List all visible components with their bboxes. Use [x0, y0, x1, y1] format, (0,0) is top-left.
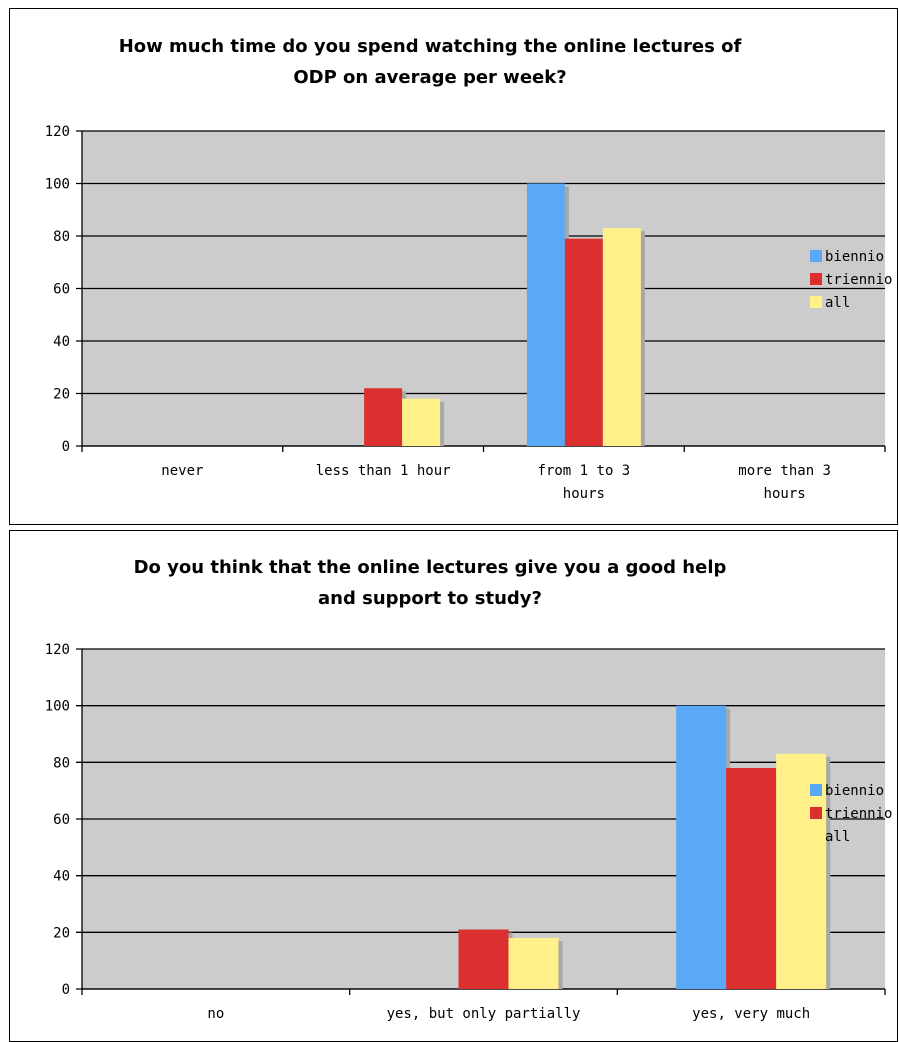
legend-label-biennio: biennio — [825, 249, 884, 265]
bar-triennio — [564, 238, 603, 446]
category-label: more than 3 — [738, 463, 831, 479]
legend: biennio triennio all — [810, 783, 892, 845]
bar-all — [602, 228, 641, 446]
bar-chart-time-spent: How much time do you spend watching the … — [45, 36, 893, 502]
y-tick-label: 120 — [45, 642, 70, 658]
legend-swatch-all — [810, 830, 822, 842]
legend-label-all: all — [825, 295, 850, 311]
category-label: yes, but only partially — [387, 1006, 581, 1022]
category-label: never — [161, 463, 203, 479]
chart-title: Do you think that the online lectures gi… — [134, 557, 727, 609]
legend-swatch-biennio — [810, 250, 822, 262]
bar-triennio — [364, 388, 403, 446]
y-tick-label: 120 — [45, 124, 70, 140]
bar-triennio — [726, 768, 777, 989]
legend-label-triennio: triennio — [825, 806, 892, 822]
category-label: no — [207, 1006, 224, 1022]
bar-all — [402, 398, 441, 446]
y-tick-label: 0 — [62, 439, 70, 455]
y-tick-label: 80 — [53, 755, 70, 771]
y-tick-label: 20 — [53, 387, 70, 403]
legend-label-biennio: biennio — [825, 783, 884, 799]
bar-chart-help-support: Do you think that the online lectures gi… — [45, 557, 893, 1022]
legend: biennio triennio all — [810, 249, 892, 311]
category-label: hours — [563, 486, 605, 502]
category-label: less than 1 hour — [316, 463, 451, 479]
y-tick-label: 20 — [53, 925, 70, 941]
y-tick-label: 60 — [53, 282, 70, 298]
bar-triennio — [458, 929, 509, 989]
category-label: hours — [764, 486, 806, 502]
chart-panel-time-spent: How much time do you spend watching the … — [9, 8, 898, 525]
y-tick-label: 40 — [53, 334, 70, 350]
legend-swatch-triennio — [810, 807, 822, 819]
legend-swatch-all — [810, 296, 822, 308]
category-label: from 1 to 3 — [538, 463, 631, 479]
chart-title-line: How much time do you spend watching the … — [119, 36, 742, 57]
chart-title-line: Do you think that the online lectures gi… — [134, 557, 727, 578]
chart-panel-help-support: Do you think that the online lectures gi… — [9, 530, 898, 1042]
y-tick-label: 0 — [62, 982, 70, 998]
chart-title-line: and support to study? — [318, 588, 542, 609]
bar-biennio — [676, 705, 727, 989]
legend-swatch-biennio — [810, 784, 822, 796]
legend-label-triennio: triennio — [825, 272, 892, 288]
bar-all — [508, 938, 559, 989]
y-tick-label: 100 — [45, 177, 70, 193]
y-tick-label: 80 — [53, 229, 70, 245]
y-tick-label: 60 — [53, 812, 70, 828]
chart-title: How much time do you spend watching the … — [119, 36, 742, 88]
bar-biennio — [526, 183, 565, 446]
y-tick-label: 40 — [53, 869, 70, 885]
category-label: yes, very much — [692, 1006, 810, 1022]
legend-swatch-triennio — [810, 273, 822, 285]
chart-title-line: ODP on average per week? — [293, 67, 566, 88]
legend-label-all: all — [825, 829, 850, 845]
y-tick-label: 100 — [45, 699, 70, 715]
